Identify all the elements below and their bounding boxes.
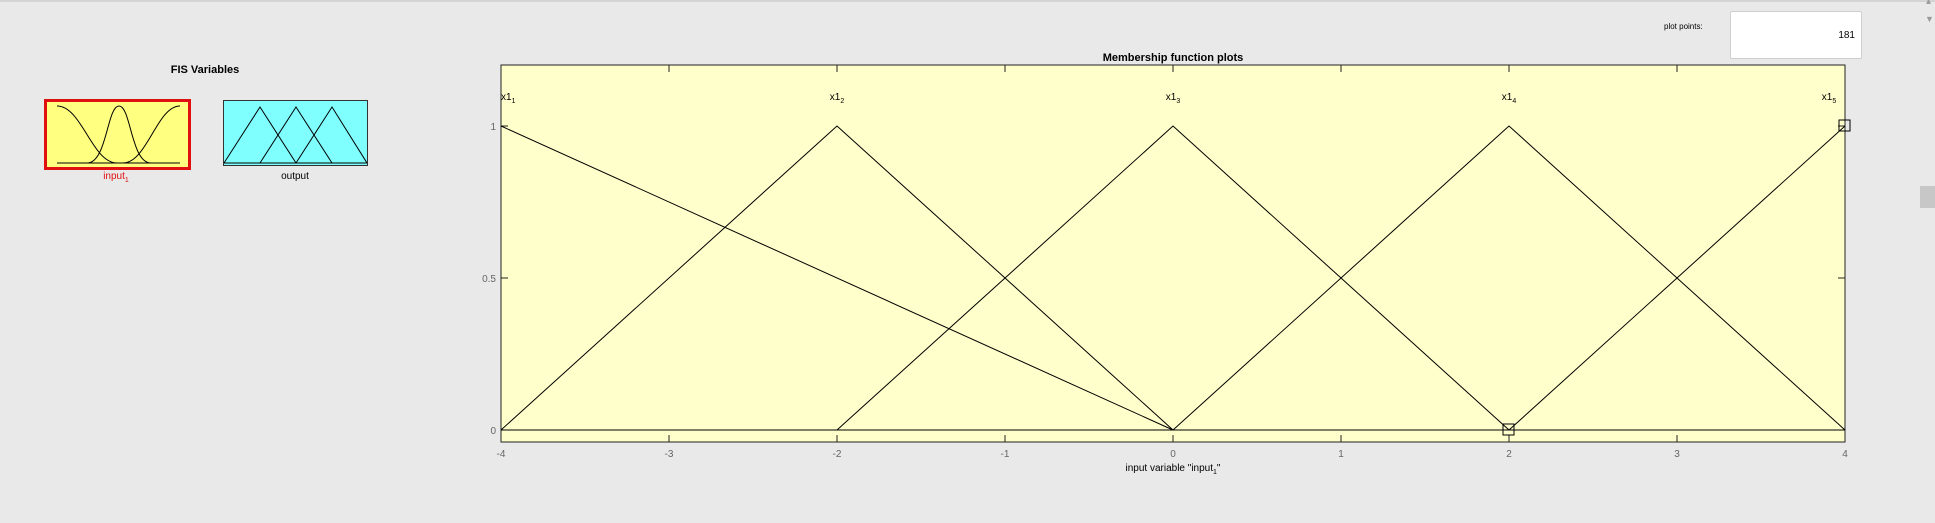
mf-labels-group: x11 x12 x13 x14 x15	[501, 92, 1836, 105]
mf-vertex-marker[interactable]	[1838, 119, 1851, 132]
fis-variables-title: FIS Variables	[170, 64, 240, 76]
input-variable-box[interactable]	[44, 99, 191, 170]
mf-line-x1-1[interactable]	[500, 125, 1174, 431]
y-tick-label: 0.5	[482, 274, 496, 285]
y-tick-label: 0	[490, 426, 496, 437]
output-variable-box[interactable]	[223, 100, 368, 166]
output-variable-label[interactable]: output	[281, 171, 309, 182]
mf-line-x1-3[interactable]	[836, 125, 1510, 431]
x-tick-label: 0	[1170, 449, 1176, 460]
input-label-text: input	[103, 171, 125, 182]
mf-label[interactable]: x14	[1502, 92, 1517, 105]
mf-markers-group	[1502, 119, 1851, 436]
mf-label[interactable]: x15	[1822, 92, 1837, 105]
scroll-up-icon[interactable]: ▴	[1926, 0, 1932, 7]
input-label-subscript: 1	[124, 177, 129, 184]
window-top-border	[0, 0, 1935, 2]
plot-points-input[interactable]: 181	[1730, 11, 1862, 59]
x-tick-label: 3	[1674, 449, 1680, 460]
mf-label[interactable]: x12	[830, 92, 845, 105]
input-mf-thumbnail	[56, 105, 181, 164]
scrollbar-thumb[interactable]	[1920, 186, 1935, 208]
x-tick-label: 1	[1338, 449, 1344, 460]
x-tick-label: -4	[497, 449, 506, 460]
plot-title: Membership function plots	[1103, 52, 1244, 64]
scroll-down-icon[interactable]: ▼	[1925, 14, 1934, 24]
plot-points-label: plot points:	[1664, 22, 1703, 31]
mf-line-x1-4[interactable]	[1172, 125, 1846, 431]
mf-vertex-marker[interactable]	[1502, 423, 1515, 436]
x-axis-label: input variable "input1"	[1126, 463, 1221, 476]
x-tick-label: -2	[833, 449, 842, 460]
x-tick-label: 4	[1842, 449, 1848, 460]
plot-area[interactable]	[500, 64, 1846, 443]
mf-label[interactable]: x13	[1166, 92, 1181, 105]
output-mf-thumbnail	[224, 106, 367, 164]
mf-line-x1-2[interactable]	[500, 125, 1174, 431]
input-variable-label[interactable]: input1	[60, 171, 172, 184]
x-tick-label: -1	[1001, 449, 1010, 460]
x-tick-label: -3	[665, 449, 674, 460]
mf-line-x1-5[interactable]	[1508, 125, 1846, 431]
x-tick-label: 2	[1506, 449, 1512, 460]
mf-label[interactable]: x11	[501, 92, 516, 105]
y-tick-label: 1	[490, 122, 496, 133]
x-axis-ticks: -4 -3 -2 -1 0 1 2 3 4	[497, 65, 1848, 460]
mf-series-group	[500, 125, 1846, 431]
